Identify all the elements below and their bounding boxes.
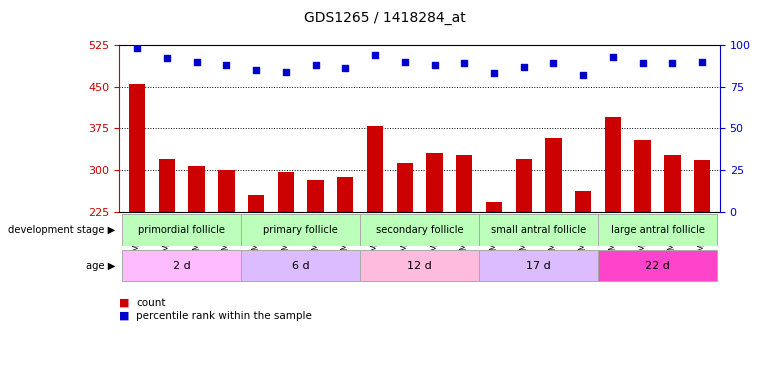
Point <box>339 65 351 71</box>
Bar <box>159 159 175 212</box>
Point <box>517 64 530 70</box>
Text: GDS1265 / 1418284_at: GDS1265 / 1418284_at <box>304 11 466 25</box>
Bar <box>545 138 561 212</box>
Text: primordial follicle: primordial follicle <box>139 225 226 235</box>
Bar <box>427 153 443 212</box>
Text: secondary follicle: secondary follicle <box>376 225 464 235</box>
Point <box>428 62 440 68</box>
Text: 6 d: 6 d <box>292 261 310 271</box>
Point <box>458 60 470 66</box>
Text: development stage ▶: development stage ▶ <box>8 225 115 235</box>
Bar <box>575 191 591 212</box>
Point <box>637 60 649 66</box>
Bar <box>278 172 294 212</box>
Point <box>250 67 263 73</box>
Bar <box>598 250 717 281</box>
Text: count: count <box>136 298 166 307</box>
Text: age ▶: age ▶ <box>86 261 115 271</box>
Bar <box>337 177 353 212</box>
Point <box>547 60 560 66</box>
Bar <box>598 214 717 246</box>
Bar <box>218 170 235 212</box>
Point <box>310 62 322 68</box>
Text: percentile rank within the sample: percentile rank within the sample <box>136 311 312 321</box>
Bar <box>516 159 532 212</box>
Text: primary follicle: primary follicle <box>263 225 338 235</box>
Bar <box>307 180 323 212</box>
Text: 2 d: 2 d <box>173 261 191 271</box>
Point <box>369 52 381 58</box>
Bar <box>604 117 621 212</box>
Point <box>666 60 678 66</box>
Bar <box>248 195 264 212</box>
Bar <box>367 126 383 212</box>
Bar <box>122 250 241 281</box>
Text: ■: ■ <box>119 298 130 307</box>
Point <box>190 58 203 64</box>
Bar <box>360 214 479 246</box>
Point <box>399 58 411 64</box>
Bar <box>360 250 479 281</box>
Point <box>488 70 500 76</box>
Text: 12 d: 12 d <box>407 261 432 271</box>
Bar <box>122 214 241 246</box>
Bar <box>634 140 651 212</box>
Text: 22 d: 22 d <box>645 261 670 271</box>
Point <box>131 45 143 51</box>
Text: small antral follicle: small antral follicle <box>491 225 586 235</box>
Bar <box>241 250 360 281</box>
Bar <box>241 214 360 246</box>
Point <box>607 54 619 60</box>
Bar <box>479 250 598 281</box>
Bar <box>479 214 598 246</box>
Bar <box>129 84 146 212</box>
Point <box>220 62 233 68</box>
Text: large antral follicle: large antral follicle <box>611 225 705 235</box>
Point <box>161 56 173 62</box>
Bar <box>456 155 473 212</box>
Point <box>577 72 589 78</box>
Bar <box>189 166 205 212</box>
Bar <box>694 160 710 212</box>
Point <box>280 69 292 75</box>
Text: ■: ■ <box>119 311 130 321</box>
Bar <box>665 155 681 212</box>
Bar <box>397 163 413 212</box>
Point <box>696 58 708 64</box>
Bar <box>486 202 502 212</box>
Text: 17 d: 17 d <box>526 261 551 271</box>
